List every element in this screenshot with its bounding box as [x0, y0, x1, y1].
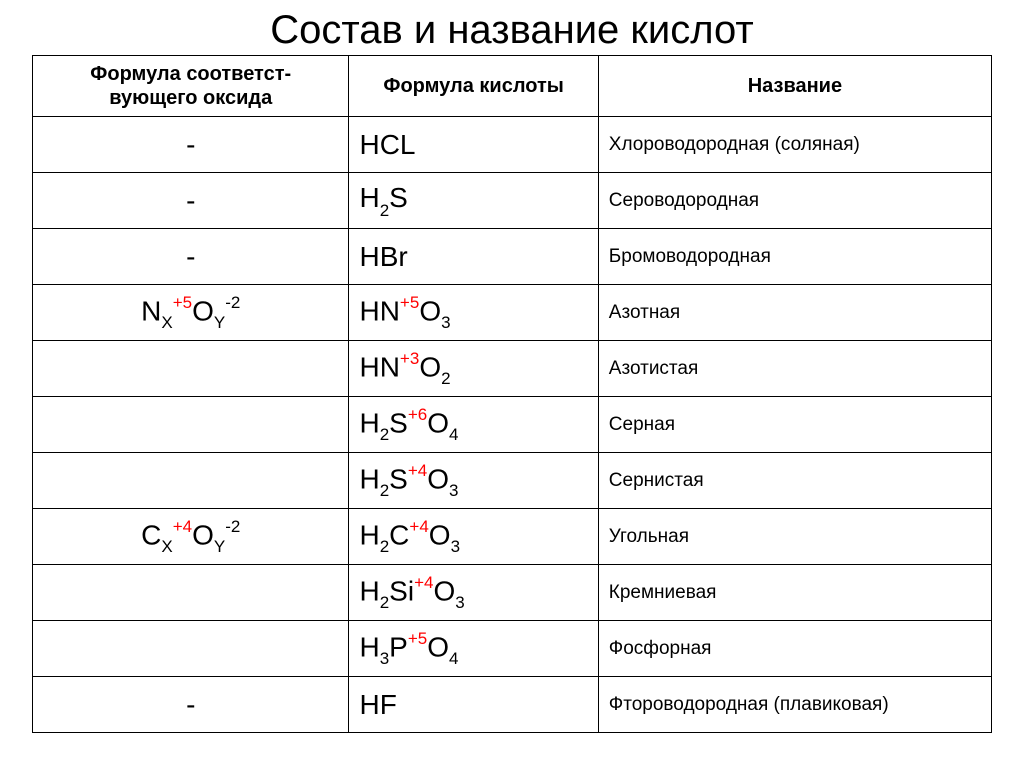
cell-name: Угольная: [598, 509, 991, 565]
cell-oxide: [33, 397, 349, 453]
cell-name: Хлороводородная (соляная): [598, 117, 991, 173]
cell-acid: H3P+5O4: [349, 621, 598, 677]
table-row: H2S+4O3Сернистая: [33, 453, 992, 509]
table-row: -HCLХлороводородная (соляная): [33, 117, 992, 173]
cell-oxide: [33, 341, 349, 397]
table-row: NX+5OY-2HN+5O3Азотная: [33, 285, 992, 341]
cell-oxide: -: [33, 677, 349, 733]
cell-oxide: [33, 565, 349, 621]
cell-acid: H2S+4O3: [349, 453, 598, 509]
cell-oxide: [33, 621, 349, 677]
cell-acid: H2C+4O3: [349, 509, 598, 565]
cell-oxide: [33, 453, 349, 509]
cell-acid: HN+3O2: [349, 341, 598, 397]
cell-acid: HBr: [349, 229, 598, 285]
col-header-acid: Формула кислоты: [349, 56, 598, 117]
cell-name: Бромоводородная: [598, 229, 991, 285]
page-wrap: Состав и название кислот Формула соответ…: [0, 0, 1024, 753]
cell-acid: H2S+6O4: [349, 397, 598, 453]
cell-oxide: NX+5OY-2: [33, 285, 349, 341]
col-header-oxide: Формула соответст-вующего оксида: [33, 56, 349, 117]
table-row: -H2SСероводородная: [33, 173, 992, 229]
cell-name: Сероводородная: [598, 173, 991, 229]
table-body: -HCLХлороводородная (соляная)-H2SСеровод…: [33, 117, 992, 733]
cell-name: Фтороводородная (плавиковая): [598, 677, 991, 733]
cell-acid: HF: [349, 677, 598, 733]
table-row: -HBrБромоводородная: [33, 229, 992, 285]
cell-oxide: -: [33, 117, 349, 173]
cell-name: Фосфорная: [598, 621, 991, 677]
page-title: Состав и название кислот: [32, 8, 992, 53]
cell-name: Кремниевая: [598, 565, 991, 621]
table-row: HN+3O2Азотистая: [33, 341, 992, 397]
table-row: H2Si+4O3Кремниевая: [33, 565, 992, 621]
col-header-name: Название: [598, 56, 991, 117]
cell-name: Азотная: [598, 285, 991, 341]
cell-acid: HN+5O3: [349, 285, 598, 341]
table-row: H2S+6O4Серная: [33, 397, 992, 453]
table-row: H3P+5O4Фосфорная: [33, 621, 992, 677]
cell-oxide: CX+4OY-2: [33, 509, 349, 565]
table-header-row: Формула соответст-вующего оксида Формула…: [33, 56, 992, 117]
cell-oxide: -: [33, 173, 349, 229]
cell-name: Сернистая: [598, 453, 991, 509]
cell-oxide: -: [33, 229, 349, 285]
cell-name: Азотистая: [598, 341, 991, 397]
cell-acid: HCL: [349, 117, 598, 173]
cell-acid: H2S: [349, 173, 598, 229]
table-row: CX+4OY-2H2C+4O3Угольная: [33, 509, 992, 565]
acids-table: Формула соответст-вующего оксида Формула…: [32, 55, 992, 733]
table-row: -HFФтороводородная (плавиковая): [33, 677, 992, 733]
cell-acid: H2Si+4O3: [349, 565, 598, 621]
cell-name: Серная: [598, 397, 991, 453]
